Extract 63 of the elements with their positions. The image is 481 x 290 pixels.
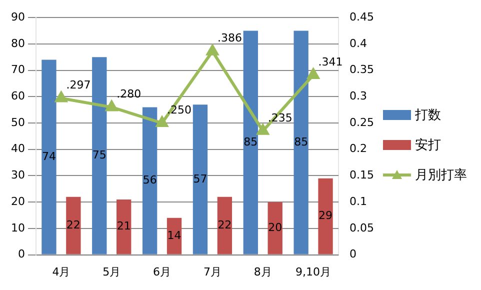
x-tick-label: 4月 (52, 265, 70, 278)
data-label: 22 (218, 218, 232, 232)
bar (318, 178, 333, 254)
bar (294, 30, 308, 254)
data-label: 57 (193, 172, 208, 186)
y2-tick-label: 0.3 (350, 90, 368, 103)
y-tick-label: 10 (10, 221, 25, 234)
x-tick-label: 9,10月 (296, 265, 332, 278)
y-tick-label: 0 (18, 248, 25, 261)
point (307, 68, 320, 80)
y-tick-label: 70 (10, 63, 25, 76)
x-tick-label: 6月 (153, 265, 172, 278)
point (106, 100, 118, 112)
x-tick-label: 5月 (102, 265, 121, 278)
y-tick-label: 30 (10, 168, 25, 182)
y2-tick-label: 0.15 (350, 168, 374, 182)
y2-tick-label: 0.05 (350, 221, 374, 234)
y-tick-label: 60 (10, 90, 25, 103)
y2-tick-label: 0.35 (350, 63, 374, 76)
data-label: .297 (66, 78, 91, 92)
x-tick-label: 7月 (203, 265, 222, 278)
legend-label: 打数 (415, 107, 441, 124)
legend-label: 月別打率 (415, 167, 467, 184)
point (55, 92, 68, 102)
y-tick-label: 40 (10, 142, 25, 156)
y2-tick-label: 0.45 (350, 10, 374, 24)
bar (142, 107, 158, 254)
bar (268, 202, 282, 254)
x-tick-label: 8月 (254, 265, 272, 278)
bar (66, 196, 81, 254)
point (206, 44, 218, 56)
y2-tick-label: 0 (350, 248, 357, 261)
point (156, 116, 168, 128)
y2-tick-label: 0.2 (350, 142, 368, 156)
data-label: 22 (66, 218, 80, 232)
data-label: 85 (244, 135, 258, 148)
y2-tick-label: 0.1 (350, 194, 368, 208)
bar (92, 57, 107, 254)
y-tick-label: 90 (10, 10, 25, 24)
y-tick-label: 80 (10, 36, 25, 50)
bar (217, 196, 232, 254)
data-label: 29 (318, 209, 333, 222)
point (257, 124, 269, 135)
bar (116, 199, 132, 254)
data-label: 85 (294, 135, 308, 148)
data-label: 74 (42, 150, 56, 163)
bar (192, 104, 208, 254)
bar (166, 218, 182, 254)
data-label: 56 (142, 174, 157, 187)
y-tick-label: 50 (10, 116, 25, 129)
data-label: 21 (116, 220, 131, 233)
data-label: 14 (167, 228, 182, 242)
data-label: .341 (318, 55, 343, 68)
data-label: 75 (92, 148, 106, 162)
data-label: 20 (268, 221, 282, 234)
data-label: .386 (217, 32, 242, 45)
bar (42, 60, 56, 254)
y2-tick-label: 0.4 (350, 36, 368, 50)
legend-label: 安打 (415, 137, 441, 154)
data-label: .280 (116, 88, 142, 101)
bar (243, 30, 258, 254)
y2-tick-label: 0.25 (350, 116, 374, 129)
y-tick-label: 20 (10, 194, 25, 208)
